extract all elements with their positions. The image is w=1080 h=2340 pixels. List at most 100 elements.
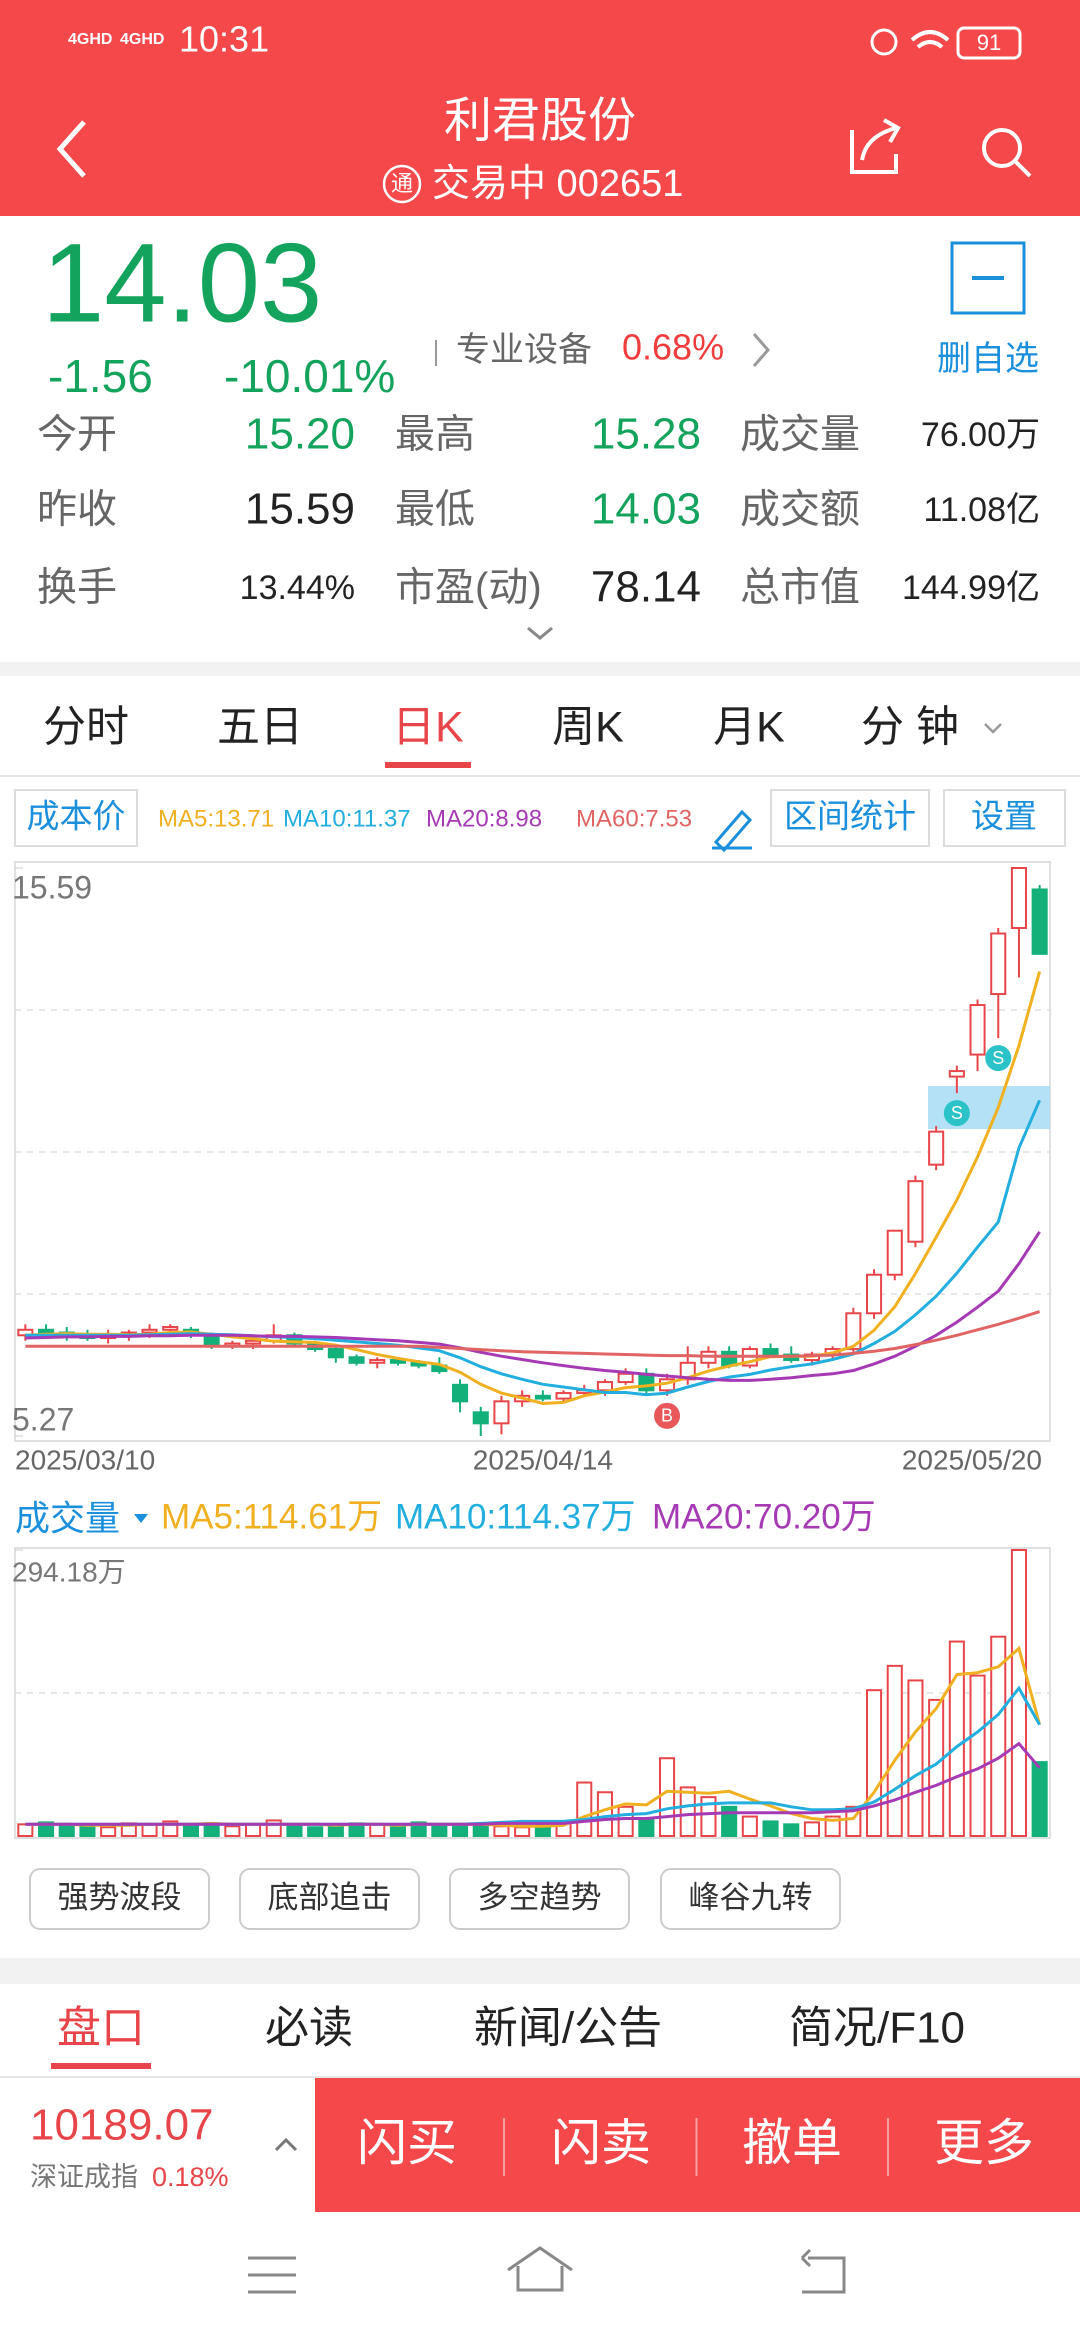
stat-value: 14.03: [591, 485, 701, 534]
strategy-label: 强势波段: [58, 1880, 182, 1915]
share-button[interactable]: [850, 118, 901, 174]
volume-bar: [741, 1815, 758, 1838]
strategy-button[interactable]: [660, 1868, 841, 1930]
x-tick-label: 2025/04/14: [473, 1444, 613, 1475]
x-tick-label: 2025/05/20: [902, 1444, 1042, 1475]
volume-bar: [969, 1674, 986, 1837]
volume-bar: [700, 1796, 717, 1838]
search-button[interactable]: [982, 128, 1022, 168]
candle-body: [203, 1334, 220, 1348]
candle-body: [472, 1411, 489, 1425]
ma-line: [25, 1099, 1041, 1397]
settings-label: 设置: [971, 798, 1037, 835]
nav-back[interactable]: [800, 2248, 846, 2294]
nav-menu[interactable]: [248, 2256, 296, 2294]
volume-bar: [576, 1781, 593, 1837]
period-tab[interactable]: 周K: [552, 703, 624, 751]
stat-label: 成交量: [740, 413, 860, 457]
period-tab[interactable]: 日K: [392, 703, 464, 751]
y-tick-label: 5.27: [12, 1401, 74, 1437]
period-tab[interactable]: 分时: [43, 703, 129, 751]
watch-button[interactable]: [950, 241, 1026, 315]
index-name: 深证成指: [30, 2162, 138, 2192]
price: 14.03: [42, 221, 322, 346]
draw-tool[interactable]: [712, 809, 753, 853]
candle-body: [327, 1348, 344, 1359]
index-expand[interactable]: [274, 2137, 298, 2152]
period-tab[interactable]: 五日: [217, 703, 303, 751]
stock-title: 利君股份: [444, 95, 636, 148]
period-tab[interactable]: 月K: [713, 703, 785, 751]
candle-body: [1010, 867, 1027, 929]
volume-bar: [307, 1826, 324, 1837]
battery: [956, 26, 1022, 60]
sector-arrow[interactable]: [752, 333, 770, 367]
x-tick-label: 2025/03/10: [15, 1444, 155, 1475]
strategy-button[interactable]: [449, 1868, 630, 1930]
kline-chart: 5.27 15.59 2025/03/10 2025/04/14 2025/05/20 B…: [12, 867, 1050, 1475]
candle-body: [907, 1180, 924, 1243]
volume-bar: [886, 1664, 903, 1838]
action-button[interactable]: 闪买: [357, 2115, 457, 2171]
stat-value: 15.28: [591, 410, 701, 459]
volume-bar: [783, 1823, 800, 1837]
action-button[interactable]: 撤单: [742, 2115, 842, 2171]
expand-arrow[interactable]: [527, 626, 553, 640]
nav-home[interactable]: [507, 2246, 573, 2292]
separator: [0, 1958, 1080, 1984]
action-button[interactable]: 更多: [934, 2115, 1034, 2171]
actions: 闪买 闪卖 撤单 更多: [357, 2115, 1034, 2176]
stat-label: 换手: [37, 566, 117, 610]
bottom-tab[interactable]: 盘口: [57, 2004, 145, 2053]
candle-body: [348, 1356, 365, 1364]
candle-body: [596, 1381, 613, 1392]
volume-bar: [245, 1823, 262, 1837]
volume-bar: [17, 1823, 34, 1837]
volume-bar: [79, 1824, 96, 1838]
volume-bar: [1010, 1549, 1027, 1837]
bottom-tab[interactable]: 必读: [265, 2004, 353, 2053]
index-value: 10189.07: [30, 2101, 214, 2150]
volume-dropdown[interactable]: [134, 1514, 148, 1523]
period-tab[interactable]: 分 钟: [861, 703, 959, 751]
change: -1.56: [48, 350, 153, 402]
stat-label: 成交额: [740, 488, 860, 532]
strategy-button[interactable]: [29, 1868, 210, 1930]
volume-bar: [514, 1826, 531, 1837]
action-button[interactable]: 闪卖: [551, 2115, 651, 2171]
volume-bar: [141, 1823, 158, 1837]
bottom-tab[interactable]: 简况/F10: [789, 2004, 965, 2053]
volume-bar: [948, 1640, 965, 1838]
candle-body: [886, 1229, 903, 1276]
badge: 通: [391, 171, 413, 196]
search-handle: [1013, 159, 1032, 178]
cost-button[interactable]: [14, 789, 138, 847]
volume-bar: [452, 1825, 469, 1838]
candle-body: [721, 1350, 738, 1367]
volume-bar: [596, 1791, 613, 1837]
volume-bar: [100, 1826, 117, 1837]
volume-bar: [265, 1819, 282, 1838]
tab-underline: [51, 2063, 151, 2069]
bottom-tab[interactable]: 新闻/公告: [474, 2004, 662, 2053]
stat-label: 今开: [37, 413, 117, 457]
candle-body: [534, 1394, 551, 1400]
stat-value: 11.08亿: [923, 491, 1040, 529]
volume-bar: [224, 1825, 241, 1838]
stat-label: 最高: [395, 413, 475, 457]
candle-body: [845, 1312, 862, 1351]
candle-body: [17, 1328, 34, 1337]
stat-value: 15.59: [245, 485, 355, 534]
volume-bar: [762, 1820, 779, 1838]
stat-value: 78.14: [591, 563, 701, 612]
volume-bar: [679, 1786, 696, 1837]
tab-arrow: [984, 723, 1002, 734]
strategy-label: 峰谷九转: [689, 1880, 813, 1915]
strategy-button[interactable]: [239, 1868, 420, 1930]
volume-bar: [472, 1824, 489, 1838]
volume-bar: [1031, 1761, 1048, 1838]
range-button[interactable]: [770, 789, 930, 847]
back-button[interactable]: [56, 120, 86, 178]
settings-button[interactable]: [943, 789, 1066, 847]
